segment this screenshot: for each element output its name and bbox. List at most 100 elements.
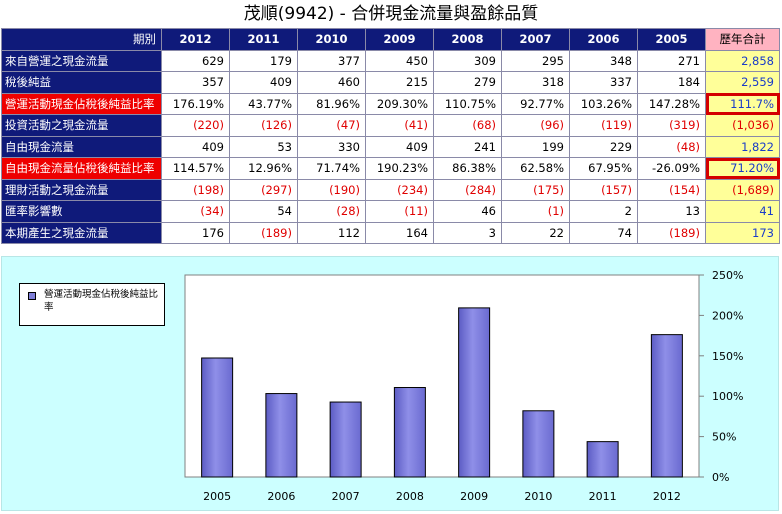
x-tick-label: 2011 (589, 490, 617, 503)
table-cell: (189) (637, 221, 706, 244)
table-cell: 67.95% (569, 157, 638, 180)
row-label: 營運活動現金佔稅後純益比率 (1, 92, 162, 115)
row-label: 匯率影響數 (1, 200, 162, 223)
table-cell: (119) (569, 114, 638, 137)
y-tick-label: 50% (712, 431, 736, 444)
table-cell: 209.30% (365, 92, 434, 115)
y-tick-label: 100% (712, 390, 743, 403)
bar-2007 (329, 401, 362, 478)
table-cell: 629 (161, 49, 230, 72)
legend-swatch (28, 292, 36, 300)
table-cell: (48) (637, 135, 706, 158)
table-row: 本期產生之現金流量 176 (189) 112 164 3 22 74 (189) 173 (1, 221, 780, 244)
x-tick-label: 2012 (653, 490, 681, 503)
table-cell: 309 (433, 49, 502, 72)
table-cell: 295 (501, 49, 570, 72)
x-tick-label: 2008 (396, 490, 424, 503)
row-label: 來自營運之現金流量 (1, 49, 162, 72)
financial-table: 期別 2012 2011 2010 2009 2008 2007 2006 2005 歷年合計 … (1, 28, 780, 244)
table-cell: 179 (229, 49, 298, 72)
table-cell: 271 (637, 49, 706, 72)
table-cell: 357 (161, 71, 230, 94)
total-cell: 111.7% (705, 92, 780, 115)
table-cell: (47) (297, 114, 366, 137)
total-cell: (1,689) (705, 178, 780, 201)
table-cell: 199 (501, 135, 570, 158)
bar-2010 (522, 410, 555, 478)
table-cell: 110.75% (433, 92, 502, 115)
row-label: 自由現金流量佔稅後純益比率 (1, 157, 162, 180)
total-cell: (1,036) (705, 114, 780, 137)
x-tick-label: 2007 (332, 490, 360, 503)
table-cell: 176 (161, 221, 230, 244)
table-cell: 86.38% (433, 157, 502, 180)
table-cell: (297) (229, 178, 298, 201)
y-tick-label: 250% (712, 269, 743, 282)
table-row: 營運活動現金佔稅後純益比率 176.19% 43.77% 81.96% 209.30% 1… (1, 92, 780, 115)
table-cell: 12.96% (229, 157, 298, 180)
bar-2005 (201, 357, 234, 478)
table-cell: (220) (161, 114, 230, 137)
table-cell: 13 (637, 200, 706, 223)
x-tick-label: 2009 (460, 490, 488, 503)
table-cell: 22 (501, 221, 570, 244)
table-cell: 215 (365, 71, 434, 94)
table-cell: 74 (569, 221, 638, 244)
total-cell: 1,822 (705, 135, 780, 158)
year-header: 2012 (161, 28, 230, 51)
total-cell: 173 (705, 221, 780, 244)
table-row: 自由現金流量佔稅後純益比率 114.57% 12.96% 71.74% 190.23% 8… (1, 157, 780, 180)
table-cell: 337 (569, 71, 638, 94)
table-cell: (41) (365, 114, 434, 137)
table-row: 稅後純益 357 409 460 215 279 318 337 184 2,559 (1, 71, 780, 94)
table-cell: 3 (433, 221, 502, 244)
table-cell: 190.23% (365, 157, 434, 180)
table-cell: 147.28% (637, 92, 706, 115)
table-header-row: 期別 2012 2011 2010 2009 2008 2007 2006 2005 歷年合計 (1, 28, 780, 51)
page-title: 茂順(9942) - 合併現金流量與盈餘品質 (243, 4, 539, 24)
table-row: 匯率影響數 (34) 54 (28) (11) 46 (1) 2 13 41 (1, 200, 780, 223)
total-cell: 41 (705, 200, 780, 223)
y-tick-label: 150% (712, 350, 743, 363)
table-cell: (34) (161, 200, 230, 223)
table-cell: 62.58% (501, 157, 570, 180)
table-cell: 92.77% (501, 92, 570, 115)
table-cell: 81.96% (297, 92, 366, 115)
y-tick-label: 200% (712, 309, 743, 322)
table-cell: (319) (637, 114, 706, 137)
table-cell: 184 (637, 71, 706, 94)
x-tick-label: 2010 (524, 490, 552, 503)
bar-2012 (650, 334, 683, 478)
table-cell: (157) (569, 178, 638, 201)
bar-2009 (458, 307, 491, 478)
table-cell: (28) (297, 200, 366, 223)
table-cell: (154) (637, 178, 706, 201)
table-cell: (189) (229, 221, 298, 244)
bar-2006 (265, 393, 298, 478)
row-label: 自由現金流量 (1, 135, 162, 158)
table-cell: 43.77% (229, 92, 298, 115)
table-cell: 103.26% (569, 92, 638, 115)
row-label: 理財活動之現金流量 (1, 178, 162, 201)
table-cell: 164 (365, 221, 434, 244)
year-header: 2005 (637, 28, 706, 51)
row-label: 本期產生之現金流量 (1, 221, 162, 244)
table-cell: 318 (501, 71, 570, 94)
period-header: 期別 (1, 28, 162, 51)
table-cell: 460 (297, 71, 366, 94)
x-tick-label: 2006 (267, 490, 295, 503)
table-cell: 377 (297, 49, 366, 72)
table-cell: (175) (501, 178, 570, 201)
table-cell: -26.09% (637, 157, 706, 180)
year-header: 2009 (365, 28, 434, 51)
table-cell: 450 (365, 49, 434, 72)
table-cell: (11) (365, 200, 434, 223)
row-label: 稅後純益 (1, 71, 162, 94)
table-row: 投資活動之現金流量 (220) (126) (47) (41) (68) (96) (119)… (1, 114, 780, 137)
table-row: 來自營運之現金流量 629 179 377 450 309 295 348 271 2,858 (1, 49, 780, 72)
plot-area (184, 274, 700, 478)
y-tick-label: 0% (712, 471, 729, 484)
year-header: 2006 (569, 28, 638, 51)
total-cell: 2,858 (705, 49, 780, 72)
